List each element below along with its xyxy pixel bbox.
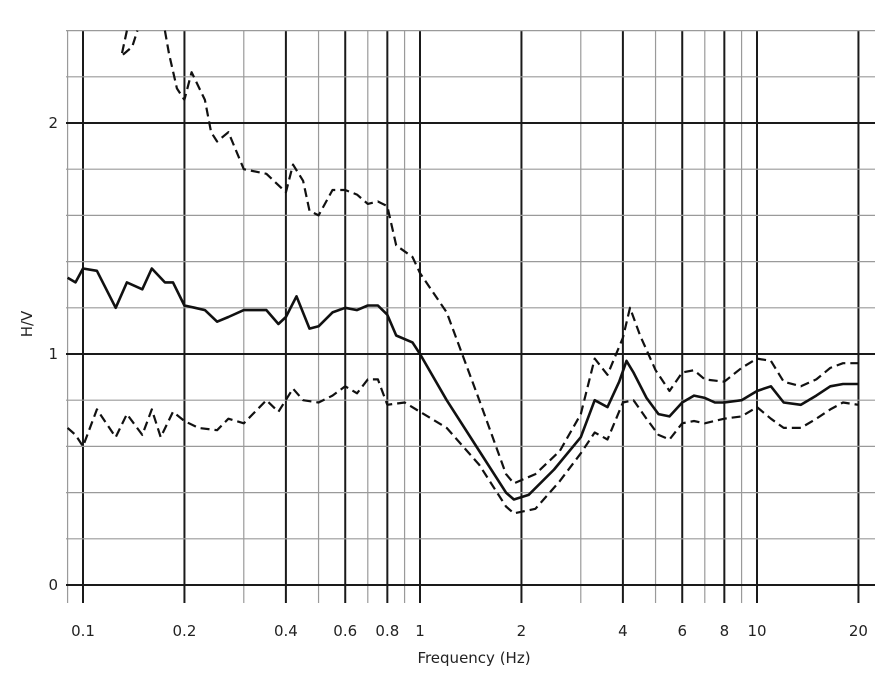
hv-bound-line-2: [165, 31, 859, 484]
x-tick-label: 8: [720, 622, 730, 640]
hv-mean-line: [68, 269, 859, 500]
x-tick-label: 20: [849, 622, 868, 640]
series-group: [68, 31, 859, 514]
x-tick-label: 1: [415, 622, 425, 640]
x-tick-label: 0.1: [71, 622, 95, 640]
y-tick-label: 1: [48, 345, 58, 363]
x-tick-label: 0.6: [333, 622, 357, 640]
y-tick-label: 0: [48, 576, 58, 594]
y-tick-labels: 0 1 2: [48, 114, 58, 594]
y-tick-label: 2: [48, 114, 58, 132]
x-tick-label: 6: [677, 622, 687, 640]
x-tick-labels: 0.1 0.2 0.4 0.6 0.8 1 2 4 6 8 10 20: [71, 622, 868, 640]
x-tick-label: 0.8: [375, 622, 399, 640]
x-tick-label: 4: [618, 622, 628, 640]
y-axis-label: H/V: [18, 310, 36, 337]
x-tick-label: 2: [517, 622, 527, 640]
x-tick-label: 10: [747, 622, 766, 640]
x-tick-label: 0.4: [274, 622, 298, 640]
grid: [66, 30, 875, 603]
x-tick-label: 0.2: [173, 622, 197, 640]
hv-bound-line-1: [121, 31, 137, 56]
x-axis-label: Frequency (Hz): [417, 649, 530, 667]
